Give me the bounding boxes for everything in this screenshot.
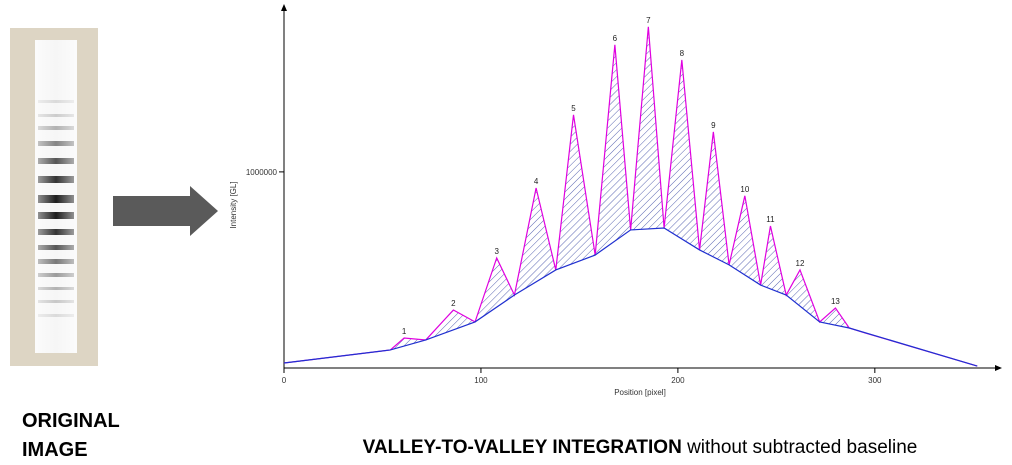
- x-tick-label: 100: [474, 376, 488, 385]
- x-tick-label: 0: [282, 376, 287, 385]
- y-tick-label: 1000000: [246, 168, 278, 177]
- peak-label: 13: [831, 297, 840, 306]
- x-tick-label: 200: [671, 376, 685, 385]
- peak-label: 11: [766, 215, 775, 224]
- peak-label: 6: [613, 34, 618, 43]
- peak-label: 12: [796, 259, 805, 268]
- peak-label: 8: [680, 49, 685, 58]
- arrow: [113, 186, 218, 236]
- peak-label: 3: [494, 247, 499, 256]
- caption-bold: VALLEY-TO-VALLEY INTEGRATION: [363, 437, 682, 458]
- figure: ORIGINALIMAGE VALLEY-TO-VALLEY INTEGRATI…: [0, 0, 1012, 460]
- peak-label: 9: [711, 121, 716, 130]
- profile-line: [284, 27, 977, 366]
- y-axis-arrow: [281, 4, 287, 11]
- peak-label: 1: [402, 327, 407, 336]
- peak-label: 10: [740, 185, 749, 194]
- peak-label: 5: [571, 104, 576, 113]
- peak-label: 2: [451, 299, 456, 308]
- peak-label: 4: [534, 177, 539, 186]
- integration-area: [284, 27, 977, 366]
- caption: VALLEY-TO-VALLEY INTEGRATION without sub…: [363, 437, 918, 458]
- peak-label: 7: [646, 16, 651, 25]
- y-axis-label: Intensity [GL]: [229, 181, 238, 228]
- gel-image: [10, 28, 98, 366]
- x-axis-arrow: [995, 365, 1002, 371]
- baseline: [284, 228, 977, 366]
- caption-rest: without subtracted baseline: [686, 437, 917, 458]
- x-axis-label: Position [pixel]: [614, 388, 666, 397]
- x-tick-label: 300: [868, 376, 882, 385]
